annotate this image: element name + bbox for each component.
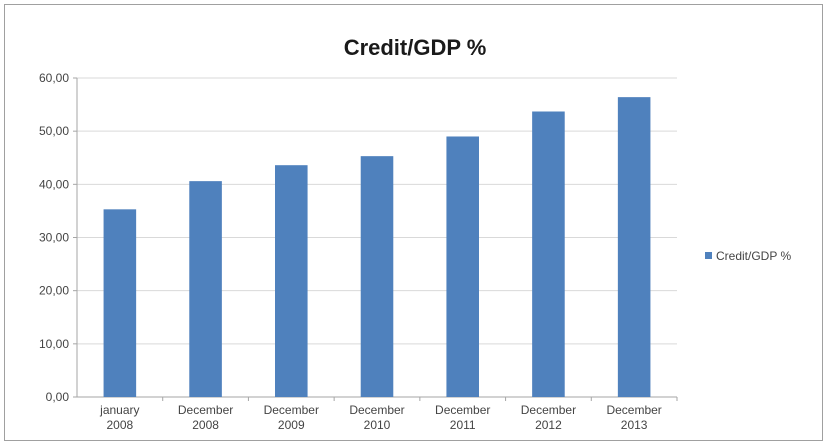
- x-tick-label: December: [264, 403, 319, 417]
- x-tick-label: December: [606, 403, 661, 417]
- x-tick-label: 2011: [450, 418, 476, 432]
- y-axis-ticks: 0,00 10,00 20,00 30,00 40,00 50,00 60,00: [39, 71, 77, 404]
- chart-title: Credit/GDP %: [344, 35, 487, 60]
- legend-swatch: [705, 252, 712, 259]
- bar: [617, 97, 651, 397]
- y-tick-label: 0,00: [46, 390, 70, 404]
- y-tick-label: 50,00: [39, 124, 69, 138]
- bar: [446, 136, 479, 397]
- y-tick-label: 60,00: [39, 71, 69, 85]
- x-tick-label: january: [99, 403, 139, 417]
- x-tick-label: 2013: [621, 418, 648, 432]
- x-tick-label: 2012: [535, 418, 562, 432]
- legend: Credit/GDP %: [705, 249, 791, 263]
- x-axis-ticks: january2008December2008December2009Decem…: [99, 397, 678, 432]
- x-tick-label: 2008: [192, 418, 219, 432]
- y-tick-label: 10,00: [39, 337, 69, 351]
- bar: [532, 111, 565, 398]
- bar-chart: Credit/GDP % 0,00 10,00 20,00 30,00 40,00 50,…: [39, 35, 791, 432]
- x-tick-label: December: [349, 403, 404, 417]
- x-tick-label: 2009: [278, 418, 305, 432]
- y-tick-label: 30,00: [39, 231, 69, 245]
- bar: [189, 181, 222, 397]
- bar: [360, 156, 394, 397]
- x-tick-label: December: [521, 403, 576, 417]
- x-tick-label: 2008: [107, 418, 134, 432]
- bar: [103, 209, 137, 397]
- bar: [275, 165, 308, 397]
- x-tick-label: December: [435, 403, 490, 417]
- chart-container: Credit/GDP % 0,00 10,00 20,00 30,00 40,00 50,…: [4, 4, 823, 441]
- legend-label: Credit/GDP %: [716, 249, 791, 263]
- x-tick-label: December: [178, 403, 233, 417]
- y-tick-label: 20,00: [39, 284, 69, 298]
- bar-series: [103, 97, 651, 398]
- y-tick-label: 40,00: [39, 177, 69, 191]
- x-tick-label: 2010: [364, 418, 391, 432]
